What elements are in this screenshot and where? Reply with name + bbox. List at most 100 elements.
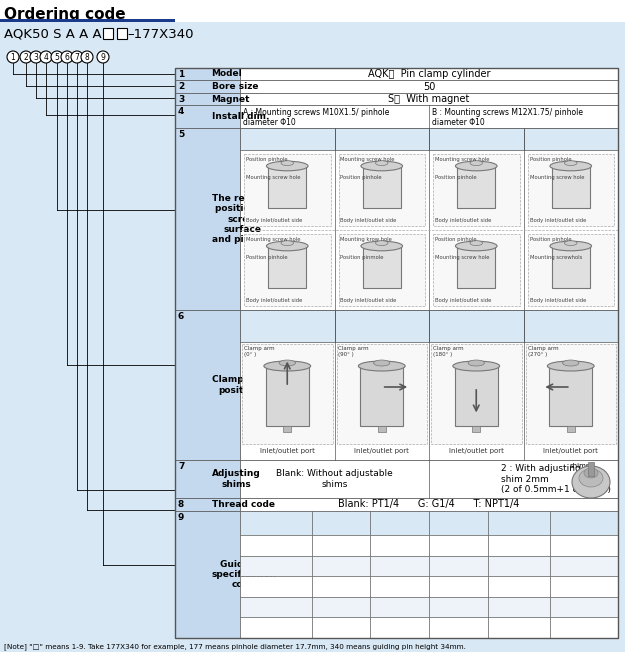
Text: 2: 2 — [178, 82, 184, 91]
Text: 29: 29 — [336, 561, 346, 570]
Ellipse shape — [361, 241, 403, 251]
Text: shims: shims — [570, 463, 590, 469]
Text: Pin height
(with shims): Pin height (with shims) — [436, 516, 481, 529]
Bar — [240, 535, 312, 556]
Bar — [488, 511, 550, 535]
Bar — [240, 68, 618, 80]
Bar — [175, 105, 240, 128]
Bar — [429, 535, 488, 556]
Ellipse shape — [376, 161, 388, 166]
Text: 7: 7 — [74, 53, 79, 61]
Text: Pin diameter: Pin diameter — [495, 520, 542, 526]
Bar — [488, 597, 550, 617]
Text: C C type
mounting groove: C C type mounting groove — [444, 129, 509, 149]
Ellipse shape — [264, 361, 311, 371]
Text: Φ25: Φ25 — [576, 623, 592, 632]
Text: Inlet/outlet port: Inlet/outlet port — [260, 448, 315, 454]
Bar — [429, 597, 488, 617]
Text: Inlet/outlet port: Inlet/outlet port — [449, 448, 504, 454]
Text: 5: 5 — [54, 53, 59, 61]
Bar — [550, 617, 618, 638]
Bar — [429, 556, 488, 576]
Text: 3: 3 — [34, 53, 39, 61]
Bar — [429, 128, 524, 150]
Bar — [268, 246, 306, 288]
Text: 15□ X290: 15□ X290 — [254, 561, 297, 570]
Bar — [524, 128, 618, 150]
Bar — [371, 556, 429, 576]
Ellipse shape — [584, 468, 598, 478]
Bar — [433, 234, 519, 306]
Bar — [312, 511, 371, 535]
Text: Inlet/outlet port: Inlet/outlet port — [543, 448, 598, 454]
Circle shape — [30, 51, 42, 63]
Text: 9: 9 — [101, 53, 106, 61]
Bar — [371, 511, 429, 535]
Text: Mounting screw hole: Mounting screw hole — [435, 157, 489, 162]
Bar — [339, 154, 425, 226]
Bar — [175, 68, 240, 80]
Text: Position pinhole: Position pinhole — [529, 157, 571, 162]
Text: Clamp arm
(180° ): Clamp arm (180° ) — [433, 346, 464, 357]
Text: Body inlet/outlet side: Body inlet/outlet side — [435, 298, 491, 303]
Bar — [458, 166, 495, 207]
Text: Body inlet/outlet side: Body inlet/outlet side — [529, 298, 586, 303]
Bar — [175, 511, 240, 638]
Ellipse shape — [281, 161, 294, 166]
Bar — [268, 166, 306, 207]
Circle shape — [7, 51, 19, 63]
Circle shape — [71, 51, 83, 63]
Text: D : Clamp arm at
270°
with inlet port: D : Clamp arm at 270° with inlet port — [538, 311, 604, 341]
Text: 17□ X360: 17□ X360 — [378, 582, 421, 591]
Text: 34: 34 — [336, 623, 346, 632]
Bar — [334, 310, 429, 342]
Text: Clamp arm
position: Clamp arm position — [211, 376, 266, 394]
Bar — [433, 154, 519, 226]
Ellipse shape — [266, 161, 308, 171]
Ellipse shape — [374, 360, 390, 366]
Bar — [244, 154, 331, 226]
Text: Mounting screw hole: Mounting screw hole — [435, 254, 489, 259]
Text: Adjusting
shims: Adjusting shims — [211, 469, 260, 489]
Text: Φ24.□: Φ24.□ — [505, 623, 532, 632]
Ellipse shape — [470, 161, 482, 166]
Bar — [240, 105, 618, 128]
Bar — [266, 366, 309, 426]
Bar — [363, 166, 401, 207]
Bar — [175, 80, 240, 93]
Text: Φ18: Φ18 — [576, 582, 592, 591]
Ellipse shape — [281, 241, 294, 246]
Text: Body inlet/outlet side: Body inlet/outlet side — [341, 298, 397, 303]
Text: Position pinhole: Position pinhole — [246, 157, 288, 162]
Bar — [429, 617, 488, 638]
Ellipse shape — [564, 241, 577, 246]
Circle shape — [51, 51, 63, 63]
Text: 3: 3 — [178, 95, 184, 104]
Text: Body inlet/outlet side: Body inlet/outlet side — [246, 298, 302, 303]
Bar — [567, 426, 575, 432]
Text: Body inlet/outlet side: Body inlet/outlet side — [246, 218, 302, 223]
Bar — [431, 344, 521, 444]
Bar — [244, 234, 331, 306]
Text: 14□ X290: 14□ X290 — [254, 541, 297, 550]
Ellipse shape — [564, 161, 577, 166]
Text: Φ16: Φ16 — [576, 561, 592, 570]
Bar — [240, 511, 312, 535]
Text: C : Clamp arm at
180°
with inlet port: C : Clamp arm at 180° with inlet port — [444, 311, 509, 341]
Text: Position pinhole: Position pinhole — [529, 237, 571, 242]
Text: Ordering code: Ordering code — [4, 7, 126, 22]
Ellipse shape — [453, 361, 499, 371]
Bar — [312, 535, 371, 556]
Text: Clamp arm
(270° ): Clamp arm (270° ) — [528, 346, 558, 357]
Bar — [240, 597, 312, 617]
Text: Mounting screw hole: Mounting screw hole — [246, 175, 301, 179]
Bar — [528, 154, 614, 226]
Text: Φ20: Φ20 — [576, 602, 592, 612]
Bar — [240, 498, 618, 511]
Bar — [552, 166, 589, 207]
Bar — [455, 366, 498, 426]
Text: 6: 6 — [178, 312, 184, 321]
Bar — [472, 426, 480, 432]
Text: 36: 36 — [453, 582, 464, 591]
Bar — [175, 310, 240, 460]
